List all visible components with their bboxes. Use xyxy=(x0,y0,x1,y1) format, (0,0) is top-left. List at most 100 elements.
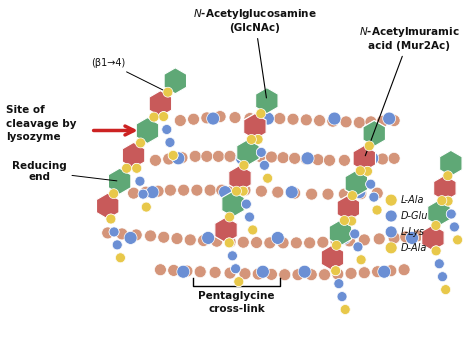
Circle shape xyxy=(198,235,210,246)
Polygon shape xyxy=(321,245,344,271)
Circle shape xyxy=(245,212,255,222)
Circle shape xyxy=(237,236,249,248)
Circle shape xyxy=(109,189,118,199)
Circle shape xyxy=(331,266,341,276)
Circle shape xyxy=(244,113,256,125)
Polygon shape xyxy=(363,120,385,147)
Polygon shape xyxy=(109,168,131,194)
Circle shape xyxy=(171,232,183,245)
Circle shape xyxy=(112,240,122,250)
Circle shape xyxy=(251,237,263,248)
Text: D-Ala: D-Ala xyxy=(401,243,428,253)
Circle shape xyxy=(106,214,116,224)
Circle shape xyxy=(261,112,274,125)
Circle shape xyxy=(431,246,441,256)
Circle shape xyxy=(441,285,451,295)
Polygon shape xyxy=(229,165,251,191)
Circle shape xyxy=(353,242,363,252)
Polygon shape xyxy=(215,217,237,243)
Circle shape xyxy=(122,163,132,173)
Circle shape xyxy=(437,196,447,206)
Polygon shape xyxy=(244,113,266,140)
Circle shape xyxy=(347,191,357,200)
Circle shape xyxy=(356,255,366,265)
Circle shape xyxy=(317,236,329,248)
Circle shape xyxy=(164,184,176,196)
Polygon shape xyxy=(229,165,251,191)
Circle shape xyxy=(177,265,190,278)
Circle shape xyxy=(225,212,235,222)
Circle shape xyxy=(145,230,156,242)
Circle shape xyxy=(112,240,122,250)
Circle shape xyxy=(398,264,410,276)
Polygon shape xyxy=(137,118,159,143)
Circle shape xyxy=(181,265,193,277)
Circle shape xyxy=(365,116,377,128)
Circle shape xyxy=(234,277,244,287)
Polygon shape xyxy=(255,88,278,113)
Circle shape xyxy=(209,267,221,278)
Circle shape xyxy=(356,166,365,176)
Circle shape xyxy=(146,186,159,199)
Circle shape xyxy=(141,202,151,212)
Circle shape xyxy=(234,277,244,287)
Circle shape xyxy=(434,259,444,269)
Circle shape xyxy=(149,112,159,122)
Circle shape xyxy=(383,112,396,125)
Circle shape xyxy=(363,166,373,176)
Circle shape xyxy=(327,115,339,127)
Polygon shape xyxy=(428,200,450,226)
Circle shape xyxy=(453,235,463,245)
Circle shape xyxy=(344,235,356,247)
Circle shape xyxy=(312,154,324,166)
Circle shape xyxy=(346,216,356,226)
Circle shape xyxy=(191,184,203,196)
Polygon shape xyxy=(137,118,159,143)
Circle shape xyxy=(385,194,397,206)
Circle shape xyxy=(277,152,289,164)
Circle shape xyxy=(214,111,226,122)
Circle shape xyxy=(163,87,173,97)
Circle shape xyxy=(372,205,382,215)
Circle shape xyxy=(224,238,234,248)
Circle shape xyxy=(314,114,326,127)
Circle shape xyxy=(371,187,383,199)
Circle shape xyxy=(271,231,284,244)
Circle shape xyxy=(369,192,379,202)
Circle shape xyxy=(159,112,169,121)
Polygon shape xyxy=(122,142,145,168)
Circle shape xyxy=(168,150,178,160)
Polygon shape xyxy=(244,113,266,140)
Circle shape xyxy=(353,155,365,166)
Circle shape xyxy=(224,236,236,248)
Circle shape xyxy=(289,152,301,164)
Circle shape xyxy=(446,209,456,219)
Circle shape xyxy=(345,267,357,279)
Circle shape xyxy=(438,272,447,282)
Polygon shape xyxy=(164,68,187,94)
Circle shape xyxy=(219,186,231,199)
Circle shape xyxy=(328,112,341,125)
Circle shape xyxy=(263,173,273,183)
Circle shape xyxy=(350,229,360,239)
Polygon shape xyxy=(329,220,352,246)
Circle shape xyxy=(339,215,349,226)
Circle shape xyxy=(298,265,311,278)
Text: D-Glu: D-Glu xyxy=(401,211,428,221)
Circle shape xyxy=(324,155,336,166)
Circle shape xyxy=(388,114,400,127)
Circle shape xyxy=(372,266,383,278)
Circle shape xyxy=(194,266,206,278)
Circle shape xyxy=(449,222,459,232)
Circle shape xyxy=(353,117,365,128)
Circle shape xyxy=(353,155,365,166)
Circle shape xyxy=(259,160,269,170)
Circle shape xyxy=(388,152,400,164)
Circle shape xyxy=(431,221,441,230)
Circle shape xyxy=(438,272,447,282)
Circle shape xyxy=(437,196,447,206)
Circle shape xyxy=(165,137,175,148)
Circle shape xyxy=(201,112,213,124)
Circle shape xyxy=(253,134,263,144)
Circle shape xyxy=(256,109,266,119)
